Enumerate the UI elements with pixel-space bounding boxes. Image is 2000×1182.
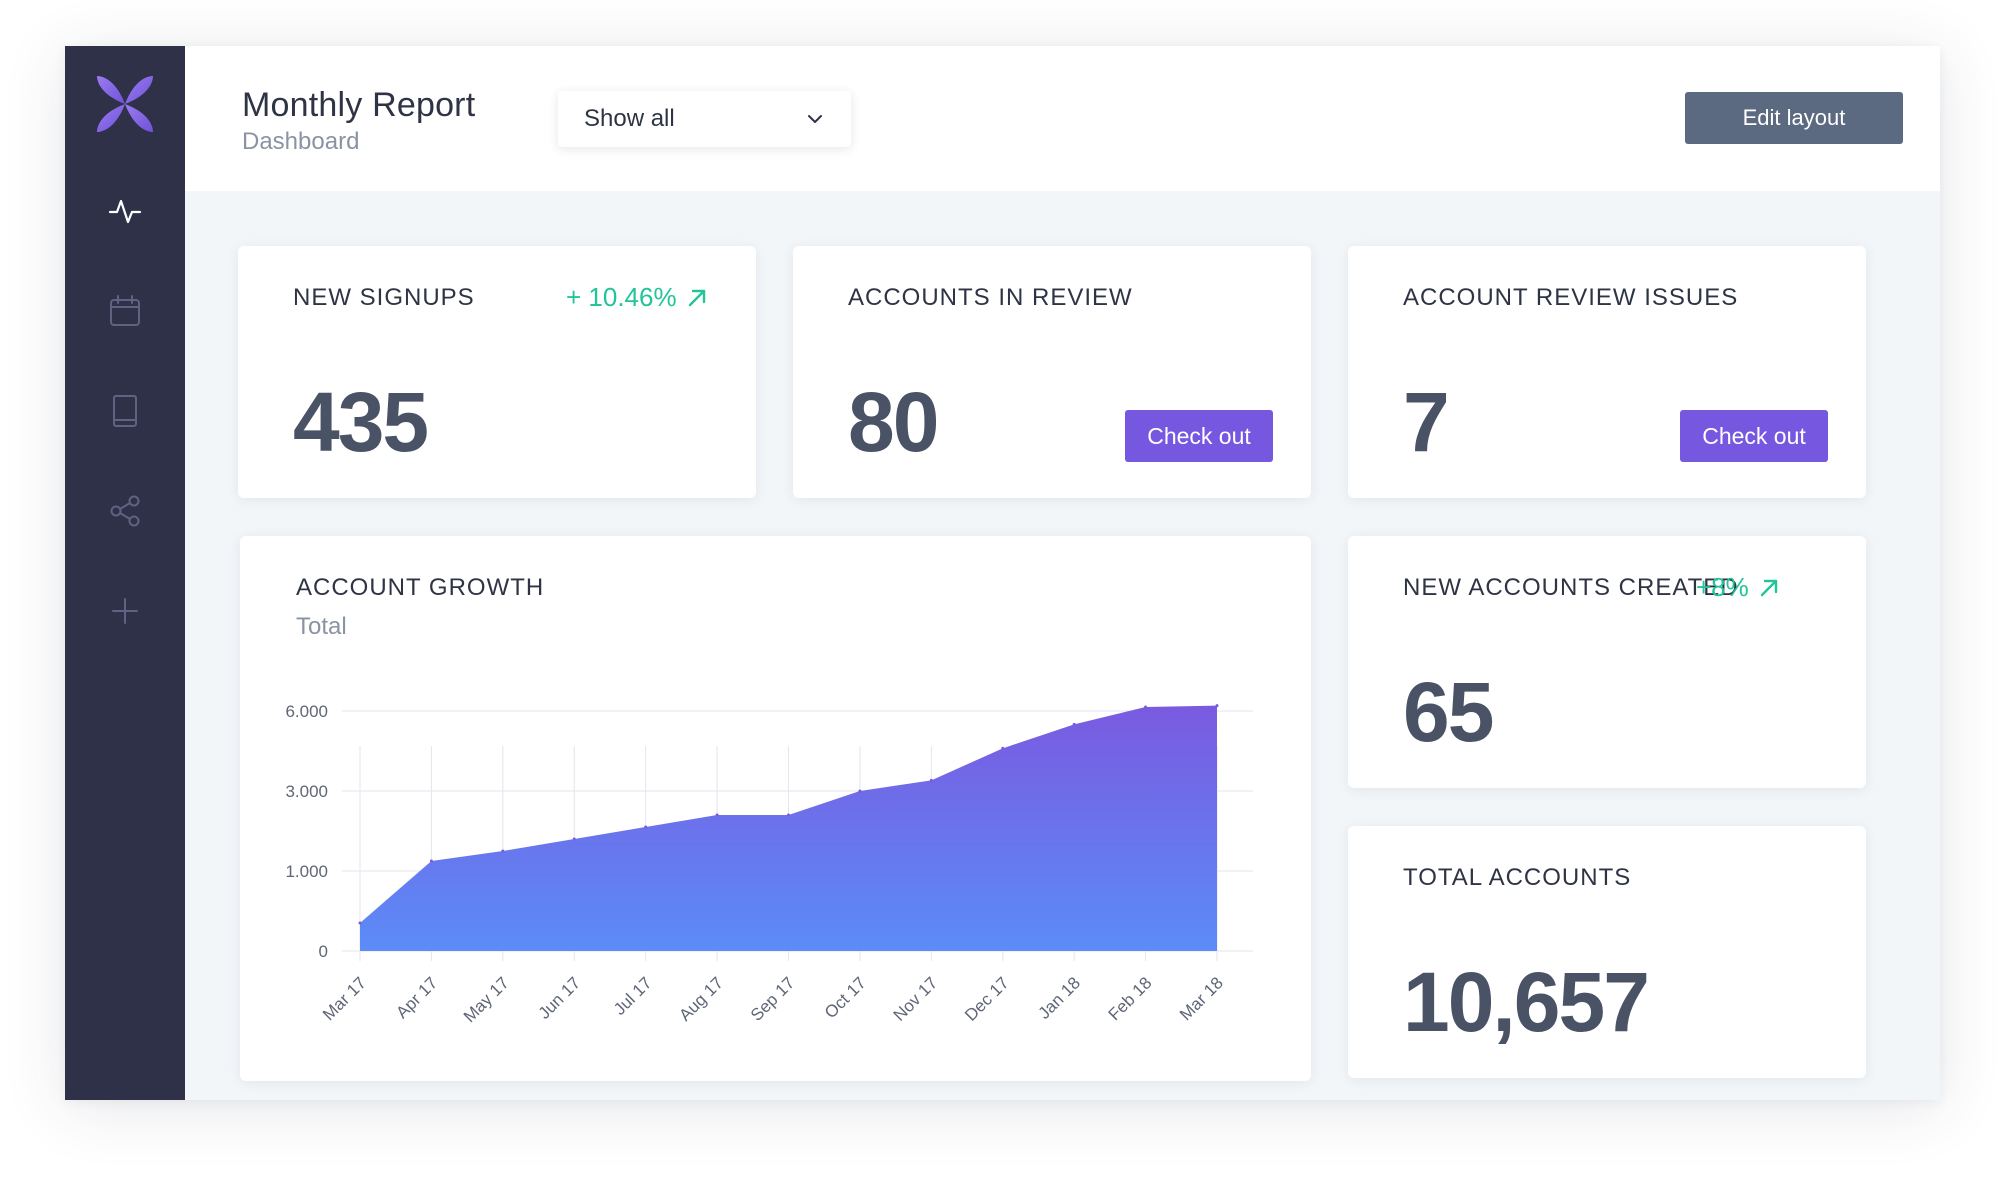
share-icon	[110, 495, 140, 527]
x-tick-label: May 17	[460, 973, 513, 1026]
data-point	[1001, 746, 1005, 750]
account-growth-card: ACCOUNT GROWTH Total 0 1.000 3.000 6.000 Mar…	[240, 536, 1311, 1081]
page-header: Monthly Report Dashboard Show all Edit l…	[185, 46, 1940, 191]
change-indicator: + 10.46%	[566, 282, 709, 313]
x-flower-logo[interactable]	[95, 74, 155, 134]
x-tick-label: Mar 17	[319, 973, 370, 1024]
y-tick-label: 1.000	[285, 862, 328, 881]
sidebar-item-book[interactable]	[65, 376, 185, 446]
x-tick-label: Jun 17	[535, 973, 585, 1023]
plus-icon	[112, 598, 138, 624]
check-out-button[interactable]: Check out	[1680, 410, 1828, 462]
metric-value: 80	[848, 375, 939, 469]
card-label: ACCOUNTS IN REVIEW	[848, 284, 1133, 311]
arrow-up-right-icon	[688, 289, 705, 306]
x-tick-label: Sep 17	[747, 973, 799, 1025]
y-tick-label: 0	[319, 942, 328, 961]
y-tick-label: 6.000	[285, 702, 328, 721]
data-point	[929, 778, 933, 782]
chevron-down-icon	[808, 115, 822, 123]
sidebar-item-share[interactable]	[65, 476, 185, 546]
data-point	[644, 825, 648, 829]
new-signups-card: NEW SIGNUPS + 10.46% 435	[238, 246, 756, 498]
change-value: + 10.46%	[566, 282, 677, 312]
data-point	[501, 849, 505, 853]
data-point	[787, 813, 790, 817]
app-window: Monthly Report Dashboard Show all Edit l…	[65, 46, 1940, 1100]
data-point	[429, 859, 433, 863]
sidebar	[65, 46, 185, 1100]
calendar-icon	[110, 295, 140, 326]
chart-subtitle: Total	[296, 613, 347, 640]
series-area	[360, 705, 1217, 951]
filter-dropdown-value: Show all	[584, 105, 675, 132]
page-title: Monthly Report	[242, 86, 476, 124]
x-tick-label: Dec 17	[961, 973, 1013, 1025]
page-subtitle: Dashboard	[242, 128, 360, 155]
data-point	[715, 813, 719, 817]
x-tick-label: Jul 17	[610, 973, 656, 1019]
x-tick-label: Aug 17	[675, 973, 727, 1025]
x-tick-label: Apr 17	[392, 973, 441, 1022]
account-growth-chart: 0 1.000 3.000 6.000 Mar 17 Apr 17 May 17 Jun 17…	[285, 702, 1253, 1026]
filter-dropdown[interactable]: Show all	[558, 91, 851, 147]
sidebar-item-add[interactable]	[65, 576, 185, 646]
x-tick-label: Mar 18	[1176, 973, 1227, 1024]
card-label: NEW ACCOUNTS CREATED	[1403, 574, 1739, 601]
data-point	[1144, 705, 1148, 709]
card-label: ACCOUNT REVIEW ISSUES	[1403, 284, 1739, 311]
account-review-issues-card: ACCOUNT REVIEW ISSUES 7 Check out	[1348, 246, 1866, 498]
data-point	[858, 789, 862, 793]
metric-value: 7	[1403, 375, 1450, 469]
accounts-in-review-card: ACCOUNTS IN REVIEW 80 Check out	[793, 246, 1311, 498]
x-tick-label: Nov 17	[890, 973, 942, 1025]
metric-value: 10,657	[1403, 955, 1650, 1049]
sidebar-item-calendar[interactable]	[65, 276, 185, 346]
total-accounts-card: TOTAL ACCOUNTS 10,657	[1348, 826, 1866, 1078]
metric-value: 435	[293, 375, 429, 469]
card-label: TOTAL ACCOUNTS	[1403, 864, 1632, 891]
data-point	[358, 921, 362, 925]
check-out-button[interactable]: Check out	[1125, 410, 1273, 462]
metric-value: 65	[1403, 665, 1494, 759]
x-tick-label: Jan 18	[1035, 973, 1085, 1023]
x-tick-label: Oct 17	[821, 973, 870, 1022]
edit-layout-button[interactable]: Edit layout	[1685, 92, 1903, 144]
y-tick-label: 3.000	[285, 782, 328, 801]
card-label: NEW SIGNUPS	[293, 284, 475, 311]
new-accounts-created-card: NEW ACCOUNTS CREATED +8% 65	[1348, 536, 1866, 788]
change-indicator: +8%	[1696, 572, 1781, 603]
data-point	[1072, 722, 1076, 726]
arrow-up-right-icon	[1760, 579, 1777, 596]
x-tick-label: Feb 18	[1105, 973, 1156, 1024]
sidebar-item-activity[interactable]	[65, 176, 185, 246]
chart-title: ACCOUNT GROWTH	[296, 574, 545, 601]
data-point	[1215, 704, 1219, 708]
activity-icon	[108, 199, 142, 224]
data-point	[572, 837, 576, 841]
book-icon	[113, 395, 137, 427]
change-value: +8%	[1696, 572, 1749, 602]
